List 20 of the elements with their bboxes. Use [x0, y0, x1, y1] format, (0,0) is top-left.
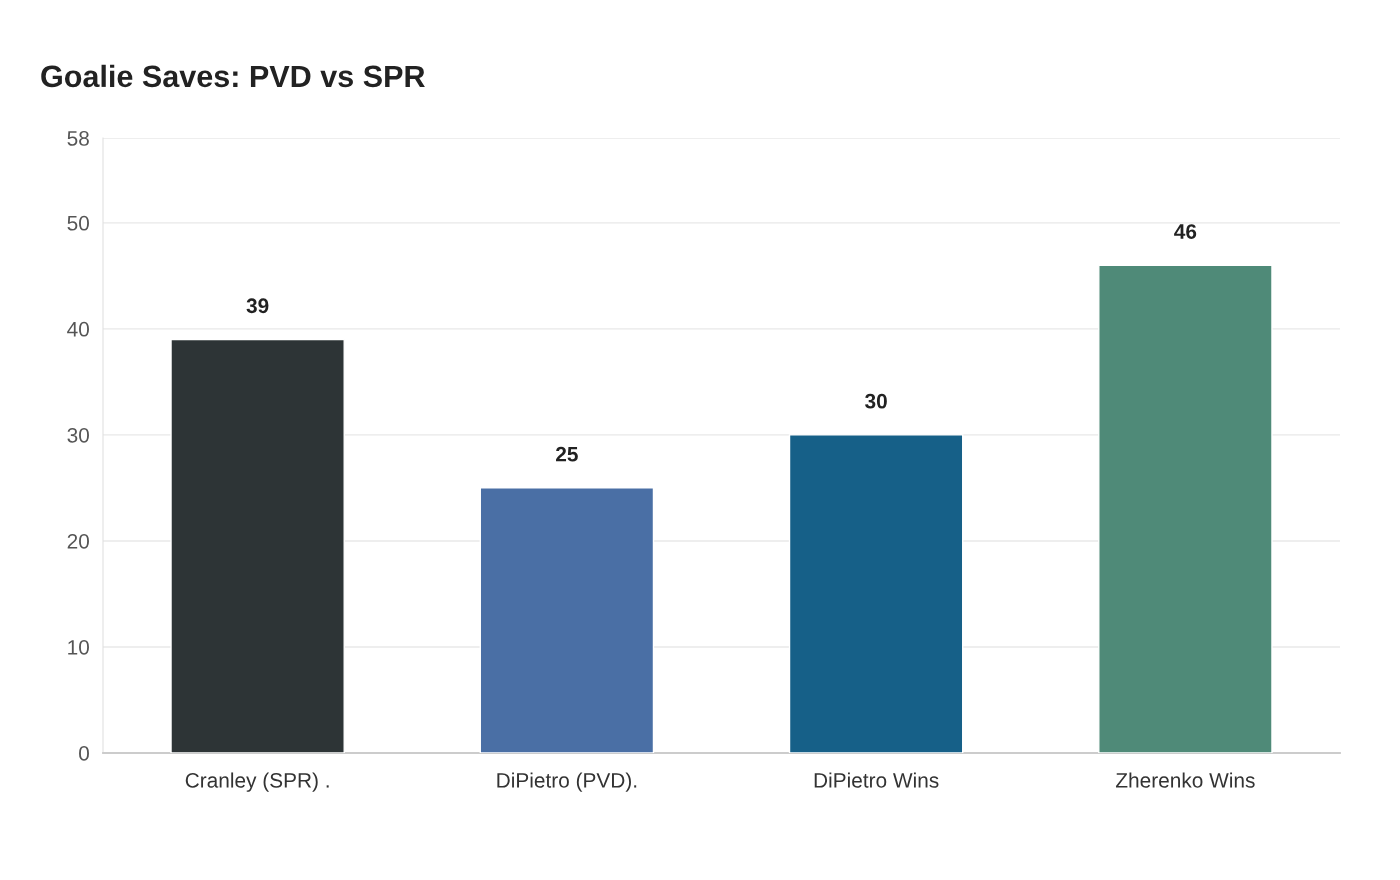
- bar: [1098, 264, 1273, 753]
- data-label: 46: [1174, 224, 1197, 239]
- y-tick-label: 50: [67, 215, 89, 231]
- x-tick-label: Cranley (SPR) .: [185, 772, 329, 792]
- x-tick-label: DiPietro Wins: [814, 772, 939, 788]
- bar: [788, 434, 964, 753]
- bar: [170, 338, 345, 753]
- x-tick-label: Zherenko Wins: [1115, 772, 1255, 788]
- y-tick-label: 20: [67, 533, 89, 549]
- data-label: 39: [246, 298, 269, 314]
- y-tick-label: 58: [67, 131, 89, 146]
- bar: [479, 487, 655, 753]
- data-label: 25: [556, 446, 578, 462]
- y-tick-label: 0: [79, 746, 89, 761]
- y-tick-label: 10: [68, 639, 89, 655]
- y-tick-label: 30: [67, 427, 89, 443]
- data-label: 30: [865, 393, 887, 409]
- chart-title: Goalie Saves: PVD vs SPR: [41, 64, 425, 88]
- y-tick-label: 40: [67, 321, 89, 337]
- x-tick-label: DiPietro (PVD).: [497, 772, 637, 792]
